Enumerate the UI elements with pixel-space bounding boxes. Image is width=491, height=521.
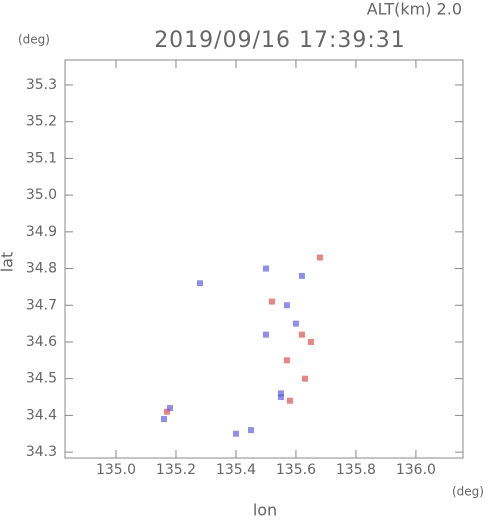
radar-echo — [286, 397, 293, 404]
x-axis-label: lon — [253, 501, 277, 520]
x-tick-label: 135.4 — [216, 462, 256, 478]
y-tick-label: 34.3 — [26, 444, 57, 460]
radar-echo — [307, 338, 314, 345]
x-tick-label: 136.0 — [396, 462, 436, 478]
y-tick-label: 34.6 — [26, 334, 57, 350]
y-tick-label: 34.4 — [26, 407, 57, 423]
altitude-label: ALT(km) 2.0 — [367, 0, 462, 19]
x-tick-label: 135.6 — [276, 462, 316, 478]
radar-echo — [298, 272, 305, 279]
radar-echo — [316, 254, 323, 261]
y-tick-label: 34.8 — [26, 261, 57, 277]
radar-echo — [277, 390, 284, 397]
y-tick-label: 34.5 — [26, 371, 57, 387]
x-unit: (deg) — [452, 485, 484, 499]
chart-title: 2019/09/16 17:39:31 — [154, 28, 406, 53]
y-tick-label: 34.7 — [26, 297, 57, 313]
radar-echo — [298, 331, 305, 338]
plot-frame — [64, 59, 464, 459]
y-axis-label: lat — [0, 252, 17, 273]
radar-echo — [268, 298, 275, 305]
y-tick-label: 35.3 — [26, 77, 57, 93]
y-tick-label: 34.9 — [26, 224, 57, 240]
radar-echo — [283, 357, 290, 364]
y-tick-label: 35.1 — [26, 150, 57, 166]
y-tick-label: 35.0 — [26, 187, 57, 203]
y-unit: (deg) — [18, 33, 50, 47]
radar-echo — [232, 430, 239, 437]
x-tick-label: 135.2 — [156, 462, 196, 478]
radar-echo — [163, 408, 170, 415]
radar-echo — [196, 280, 203, 287]
radar-echo — [262, 265, 269, 272]
radar-echo — [277, 394, 284, 401]
x-tick-label: 135.0 — [96, 462, 136, 478]
x-tick-label: 135.8 — [336, 462, 376, 478]
radar-echo — [247, 427, 254, 434]
radar-echo — [160, 416, 167, 423]
radar-echo — [283, 302, 290, 309]
radar-echo — [262, 331, 269, 338]
radar-echo — [166, 405, 173, 412]
y-tick-label: 35.2 — [26, 114, 57, 130]
radar-echo — [292, 320, 299, 327]
radar-echo — [301, 375, 308, 382]
